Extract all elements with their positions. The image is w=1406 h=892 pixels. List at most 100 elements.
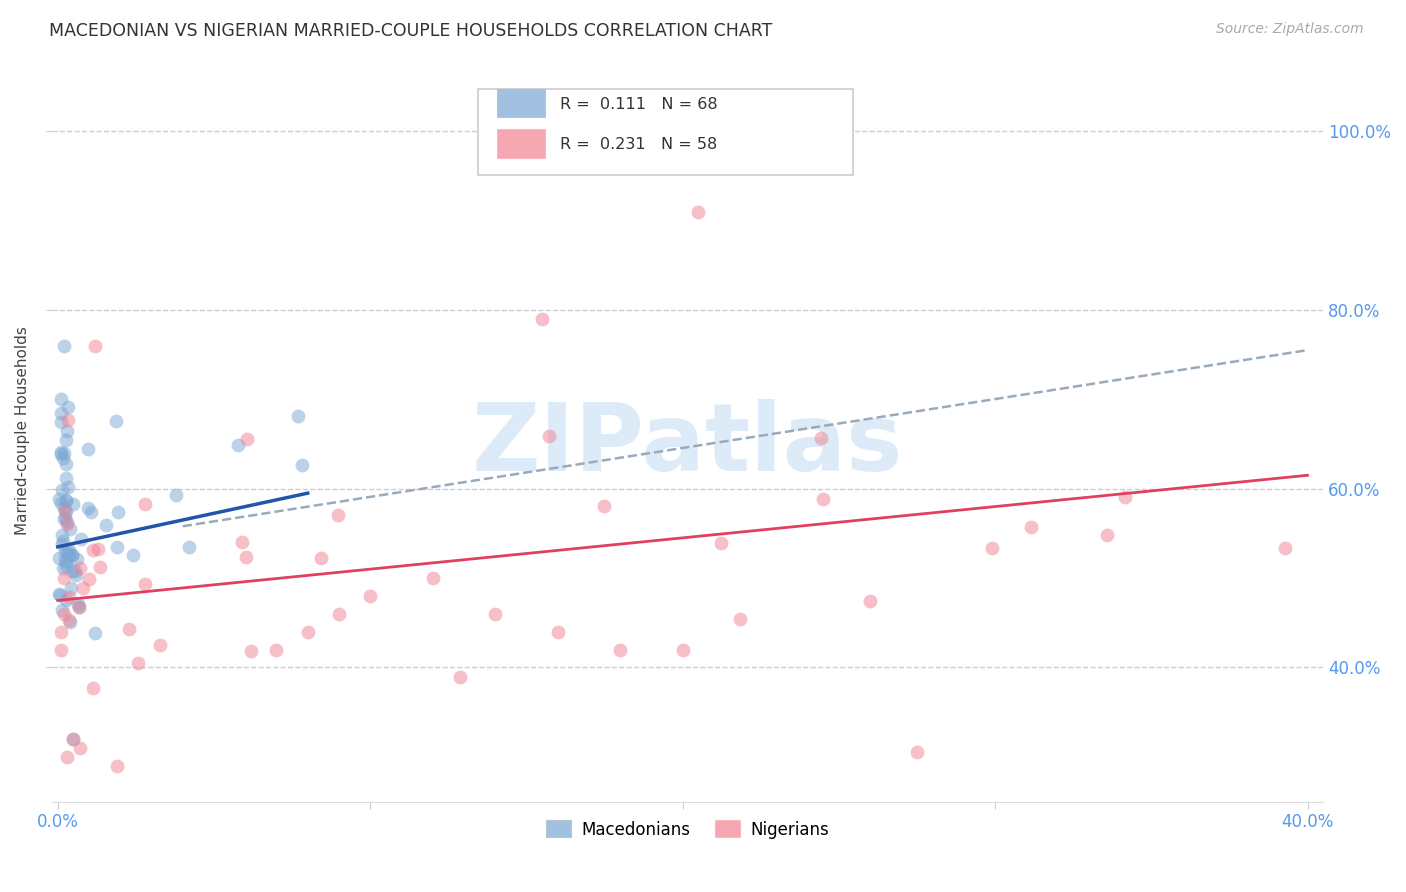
Point [127, 656, 149, 670]
Point [609, 642, 631, 657]
Point [62, 731, 84, 746]
Point [55, 504, 77, 518]
Point [55, 471, 77, 485]
Point [240, 644, 263, 658]
Point [688, 204, 710, 219]
Point [69, 532, 91, 546]
Point [52, 446, 75, 460]
Point [59, 522, 82, 536]
Point [76, 501, 98, 516]
Point [67, 600, 90, 615]
Point [165, 488, 187, 502]
Point [810, 432, 832, 446]
Point [48, 551, 70, 566]
Point [65, 568, 87, 582]
Point [592, 499, 614, 513]
Point [52, 511, 75, 525]
Point [710, 536, 733, 550]
Point [981, 541, 1004, 555]
Point [56, 413, 79, 427]
Point [84, 339, 107, 353]
Legend: Macedonians, Nigerians: Macedonians, Nigerians [540, 814, 835, 846]
Point [52, 561, 75, 575]
Point [49, 392, 72, 407]
Point [53, 571, 76, 585]
Point [107, 504, 129, 518]
Point [859, 594, 882, 608]
Text: MACEDONIAN VS NIGERIAN MARRIED-COUPLE HOUSEHOLDS CORRELATION CHART: MACEDONIAN VS NIGERIAN MARRIED-COUPLE HO… [49, 22, 772, 40]
Point [309, 550, 332, 565]
Point [55, 555, 77, 569]
Point [53, 552, 76, 566]
Point [82, 542, 104, 557]
Point [118, 622, 141, 636]
Point [177, 541, 200, 555]
Point [55, 458, 77, 472]
Point [537, 429, 560, 443]
Point [56, 515, 79, 529]
Point [89, 560, 111, 574]
Point [422, 571, 444, 585]
Point [53, 339, 76, 353]
Point [49, 415, 72, 429]
Point [297, 624, 319, 639]
Point [69, 561, 91, 575]
Point [1095, 528, 1118, 542]
Point [87, 541, 110, 556]
Point [55, 593, 77, 607]
Point [58, 613, 80, 627]
Point [58, 591, 80, 605]
Text: R =  0.231   N = 58: R = 0.231 N = 58 [560, 136, 717, 152]
Point [60, 548, 83, 562]
Point [291, 458, 314, 472]
Point [1114, 490, 1136, 504]
FancyBboxPatch shape [478, 89, 852, 175]
Point [82, 681, 104, 696]
Point [60, 564, 83, 578]
Point [359, 589, 381, 603]
Point [49, 642, 72, 657]
Point [63, 564, 86, 578]
Point [326, 508, 349, 523]
Point [531, 311, 554, 326]
Point [80, 505, 103, 519]
Point [328, 607, 350, 621]
Point [55, 510, 77, 524]
Point [52, 501, 75, 516]
Point [49, 447, 72, 461]
Point [105, 541, 128, 555]
Point [56, 750, 79, 764]
Point [49, 406, 72, 420]
Point [1274, 541, 1296, 555]
Point [62, 497, 84, 511]
Point [122, 548, 145, 562]
Point [728, 613, 751, 627]
Point [49, 445, 72, 459]
Point [69, 740, 91, 755]
Point [60, 581, 83, 595]
Point [49, 496, 72, 510]
Point [53, 503, 76, 517]
FancyBboxPatch shape [496, 89, 546, 118]
Point [105, 414, 128, 428]
Point [84, 626, 107, 640]
Point [67, 599, 90, 614]
Y-axis label: Married-couple Households: Married-couple Households [15, 326, 30, 535]
Point [58, 549, 80, 563]
Point [66, 551, 89, 566]
Point [134, 576, 156, 591]
Text: R =  0.111   N = 68: R = 0.111 N = 68 [560, 96, 718, 112]
Point [236, 432, 259, 446]
Point [51, 483, 73, 498]
Point [905, 746, 928, 760]
Text: ZIPatlas: ZIPatlas [471, 400, 903, 491]
Point [67, 597, 90, 611]
Point [76, 442, 98, 456]
Point [48, 586, 70, 600]
FancyBboxPatch shape [496, 129, 546, 158]
Point [58, 401, 80, 415]
Point [105, 759, 128, 773]
Point [484, 607, 506, 621]
Point [56, 543, 79, 558]
Point [58, 542, 80, 557]
